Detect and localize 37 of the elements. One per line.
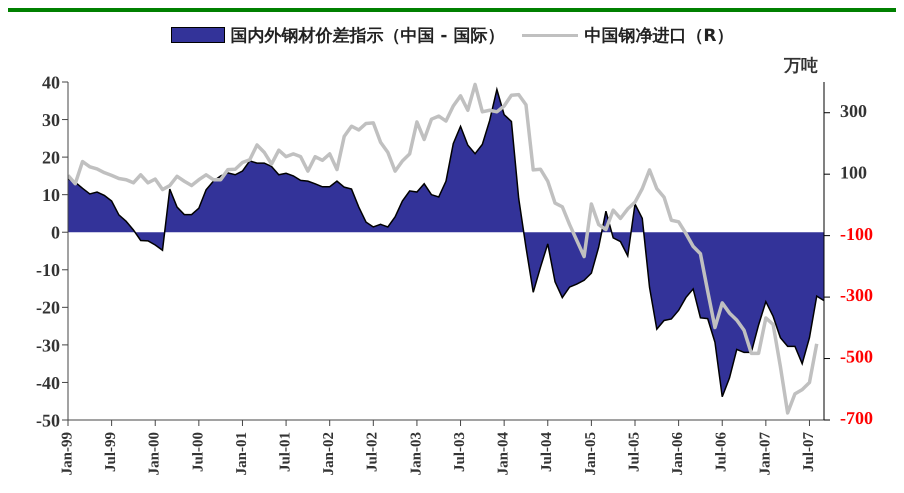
x-tick-label: Jan-07 [757, 432, 774, 476]
x-tick-label: Jan-00 [146, 432, 163, 476]
x-tick-label: Jan-03 [408, 432, 424, 476]
x-tick-label: Jul-07 [800, 432, 817, 472]
x-tick-label: Jan-02 [321, 432, 338, 476]
x-tick-label: Jan-06 [670, 432, 686, 476]
x-tick-label: Jul-00 [190, 432, 206, 472]
y-tick-label: 20 [42, 148, 60, 168]
x-tick-label: Jul-01 [278, 432, 294, 472]
y-tick-label: -40 [36, 372, 60, 393]
x-tick-label: Jul-05 [626, 432, 642, 472]
y-tick-label: 10 [42, 185, 60, 206]
y2-tick-label: 100 [840, 162, 867, 182]
x-tick-label: Jul-04 [539, 432, 556, 472]
y-tick-label: -50 [36, 410, 60, 430]
y-tick-label: -20 [36, 298, 60, 318]
y2-tick-label: -100 [840, 224, 873, 244]
y-tick-label: 40 [42, 72, 60, 92]
x-tick-label: Jul-02 [364, 432, 381, 472]
x-tick-label: Jan-05 [582, 432, 599, 476]
y-tick-label: -10 [36, 260, 60, 280]
y2-tick-label: 300 [840, 100, 867, 121]
y-tick-label: 0 [51, 222, 60, 243]
x-tick-label: Jan-01 [234, 432, 250, 476]
y2-tick-label: -700 [840, 408, 873, 428]
legend-label: 国内外钢材价差指示（中国 - 国际） [230, 24, 504, 46]
y2-tick-label: -500 [840, 346, 873, 367]
x-tick-label: Jan-04 [496, 432, 512, 476]
x-tick-label: Jul-99 [103, 432, 120, 472]
y2-axis-title: 万吨 [784, 55, 818, 77]
x-tick-label: Jul-06 [714, 432, 730, 472]
y-tick-label: 30 [42, 110, 60, 130]
y2-tick-label: -300 [840, 285, 873, 306]
x-tick-label: Jan-99 [59, 432, 76, 476]
y-tick-label: -30 [36, 335, 60, 356]
legend-label: 中国钢净进口（R） [584, 24, 734, 46]
x-tick-label: Jul-03 [452, 432, 468, 472]
